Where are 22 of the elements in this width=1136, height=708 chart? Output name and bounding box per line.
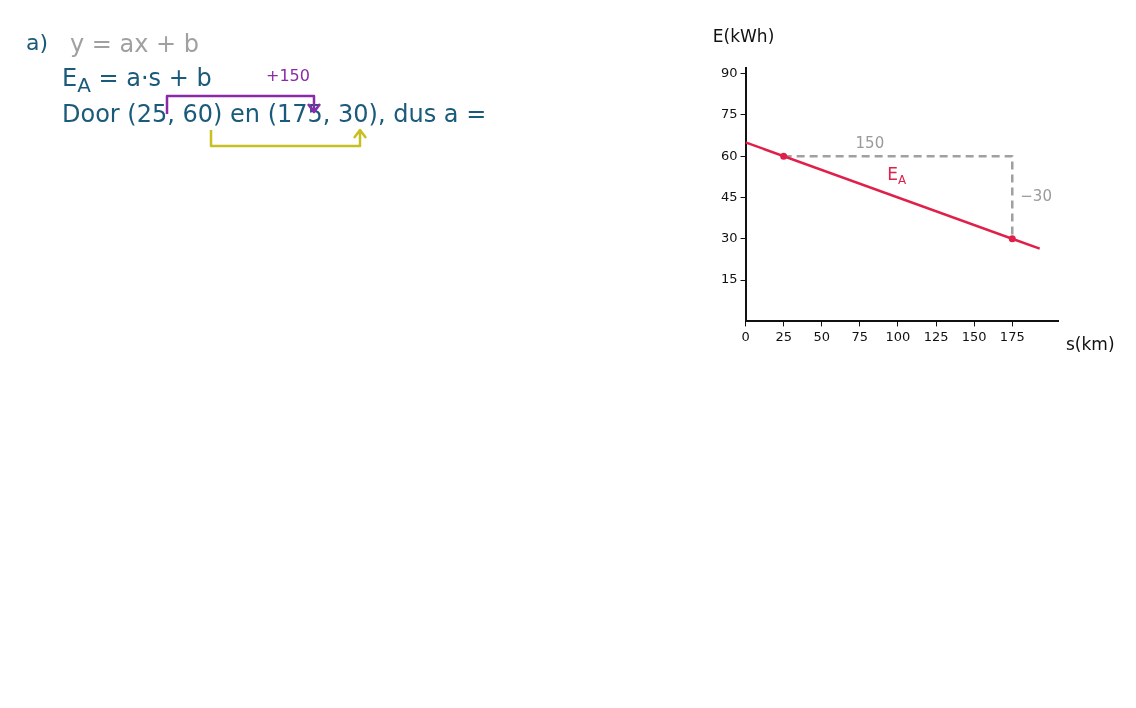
- x-tick-label: 25: [775, 328, 792, 344]
- text: y = ax + b: [70, 30, 200, 58]
- x-tick-label: 50: [813, 328, 831, 344]
- text: +150: [266, 66, 310, 85]
- y-tick-label: 15: [721, 271, 738, 287]
- x-tick-label: 175: [999, 328, 1025, 344]
- y-tick-label: 45: [721, 188, 738, 204]
- x-tick-label: 100: [885, 328, 911, 344]
- text: E$_{A}$ = a·s + b: [62, 64, 212, 97]
- y-axis-title: E(kWh): [712, 26, 775, 47]
- annotation: 150: [855, 134, 885, 153]
- annotation: −30: [1020, 187, 1052, 206]
- y-tick-label: 60: [721, 147, 738, 163]
- text: a): [26, 30, 49, 55]
- x-axis-title: s(km): [1066, 333, 1115, 354]
- x-tick-label: 150: [961, 328, 987, 344]
- x-tick-label: 75: [851, 328, 869, 344]
- y-tick-label: 30: [721, 230, 738, 246]
- x-tick-label: 125: [923, 328, 949, 344]
- y-tick-label: 90: [721, 64, 738, 80]
- y-tick-label: 75: [721, 106, 738, 122]
- x-tick-label: 0: [741, 328, 750, 344]
